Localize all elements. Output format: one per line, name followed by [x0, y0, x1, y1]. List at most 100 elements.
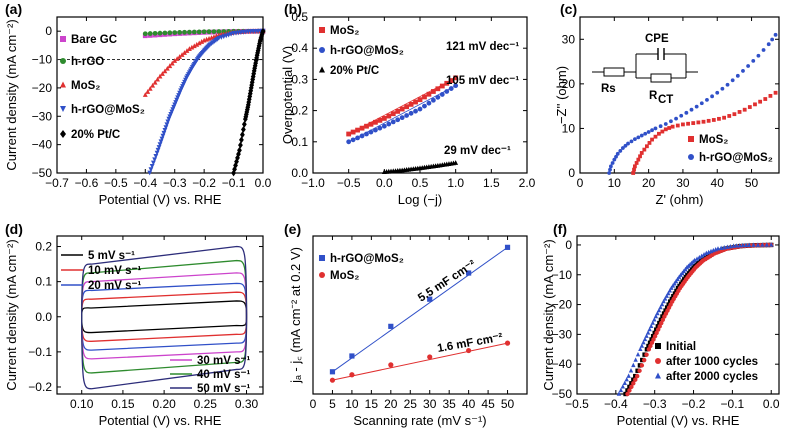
panel-a-point [194, 41, 200, 47]
panel-f-point [661, 298, 666, 304]
panel-a-point [147, 85, 153, 91]
panel-f-point [725, 244, 730, 249]
panel-f-point [649, 340, 655, 345]
panel-c-point [646, 130, 651, 134]
panel-a-point [182, 50, 187, 55]
panel-c-y-tick-label: 0 [568, 166, 575, 180]
panel-c-x-tick-label: 10 [608, 176, 622, 190]
panel-d-cv-loop-5 [81, 245, 248, 390]
panel-b-1-legend-marker [319, 47, 325, 53]
panel-b-point [444, 80, 450, 86]
panel-a-point [147, 31, 153, 36]
panel-c-point [632, 137, 637, 142]
panel-b-y-tick-label: 0.0 [291, 166, 308, 180]
panel-c-1-legend-marker [688, 154, 694, 160]
panel-f-point [692, 257, 697, 263]
panel-c-point [768, 93, 773, 98]
panel-f-point [644, 352, 649, 357]
panel-d-x-tick-label: 0.10 [70, 397, 94, 411]
panel-a-point [174, 56, 180, 61]
panel-c-x-tick-label: 30 [676, 176, 690, 190]
panel-c-point [722, 115, 727, 120]
panel-f-point [660, 317, 666, 322]
panel-b-point [404, 104, 410, 110]
panel-b-2-legend-marker [319, 66, 325, 73]
panel-e-x-tick-label: 10 [345, 397, 359, 411]
panel-b-point [377, 117, 383, 123]
panel-a-0-legend-label: Bare GC [71, 34, 117, 46]
panel-e-x-axis-title: Scanning rate (mV s⁻¹) [353, 413, 486, 428]
panel-c-point [720, 86, 725, 91]
panel-b-y-tick-label: 0.5 [291, 10, 308, 24]
panel-a-axes: −0.7 −0.6 −0.5 −0.4 −0.3 −0.2 −0.1 0.0 −50 −40 −30… [4, 16, 272, 207]
panel-b-point [346, 139, 352, 145]
panel-b-point [453, 160, 459, 165]
panel-f-point [664, 293, 669, 298]
panel-d-y-tick-label: 0.1 [35, 275, 52, 289]
panel-f-x-tick-label: −0.3 [643, 397, 667, 411]
panel-label-b: (b) [284, 1, 302, 17]
panel-c-point [639, 151, 644, 155]
panel-a-3-legend-label: h-rGO@MoS₂ [71, 104, 145, 116]
panel-f-point [769, 242, 774, 247]
panel-a-y-tick-label: 0 [45, 24, 52, 38]
panel-c-point [725, 82, 730, 87]
panel-c-point [710, 94, 714, 99]
panel-a-y-axis-title: Current density (mA cm⁻²) [4, 19, 19, 170]
panel-b-point [368, 121, 374, 127]
panel-c-point [766, 42, 771, 47]
panel-b-point [430, 97, 436, 103]
panel-f-point [646, 347, 652, 352]
panel-b-x-tick-label: 0.0 [376, 176, 393, 190]
panel-f-series-2 [616, 242, 774, 396]
panel-b-point [426, 91, 432, 97]
panel-f-point [637, 368, 642, 373]
panel-a-4-legend-marker [60, 130, 66, 138]
panel-c-0-legend-marker [688, 136, 694, 142]
panel-b-1-legend-label: h-rGO@MoS₂ [330, 45, 404, 57]
panel-a-point [239, 136, 244, 144]
panel-f-point [625, 391, 630, 397]
panel-b-x-tick-label: 1.5 [483, 176, 500, 190]
panel-c-series-1 [607, 32, 778, 175]
panel-f-point [656, 307, 662, 313]
panel-f-point [694, 256, 700, 261]
panel-d-y-tick-label: 0.0 [35, 310, 52, 324]
panel-f-point [645, 330, 651, 335]
panel-e-x-tick-label: 15 [365, 397, 379, 411]
panel-b-y-tick-label: 0.4 [291, 41, 308, 55]
panel-b-point [430, 89, 436, 94]
panel-c-point [773, 32, 778, 37]
panel-b-point [373, 119, 378, 125]
panel-b-series-0 [346, 75, 459, 137]
panel-b-x-axis-title: Log (−j) [398, 192, 442, 207]
panel-d-2-legend-label: 20 mV s⁻¹ [88, 280, 142, 292]
panel-f-point [648, 323, 654, 329]
panel-e-series-1 [329, 340, 511, 383]
panel-e-x-tick-label: 50 [501, 397, 515, 411]
panel-a-x-tick-label: −0.1 [222, 176, 246, 190]
panel-c-x-tick-label: 40 [711, 176, 725, 190]
panel-a-point [221, 29, 227, 34]
panel-c-point [670, 124, 675, 129]
panel-a-x-tick-label: −0.3 [163, 176, 187, 190]
panel-c-point [642, 147, 647, 152]
panel-c-point [758, 99, 763, 104]
panel-e-x-tick-label: 30 [423, 397, 437, 411]
panel-c-point [689, 107, 694, 112]
panel-a-x-tick-label: −0.2 [192, 176, 216, 190]
panel-c-point [756, 53, 761, 58]
panel-a-plot-frame [56, 16, 264, 174]
panel-d-y-axis-title: Current density (mA cm⁻²) [4, 239, 19, 390]
panel-a-point [160, 71, 165, 76]
panel-a-4-legend-label: 20% Pt/C [71, 129, 120, 141]
panel-f-point [760, 242, 765, 247]
panel-f-point [718, 245, 724, 250]
panel-a-point [164, 65, 170, 71]
panel-b-axes: −1.0 −0.5 0.0 0.5 1.0 1.5 2.0 0.0 0.1 0.2 0.3 0.4 0.… [280, 10, 536, 207]
panel-f-point [648, 343, 653, 349]
panel-d-x-tick-label: 0.15 [111, 397, 135, 411]
panel-e-fit-line [332, 342, 508, 381]
panel-f-axes: −0.5 −0.4 −0.3 −0.2 −0.1 0.0 −50 −40 −30 −20 −10 0 P… [541, 235, 780, 428]
panel-c-legend: MoS₂ h-rGO@MoS₂ [688, 134, 773, 164]
